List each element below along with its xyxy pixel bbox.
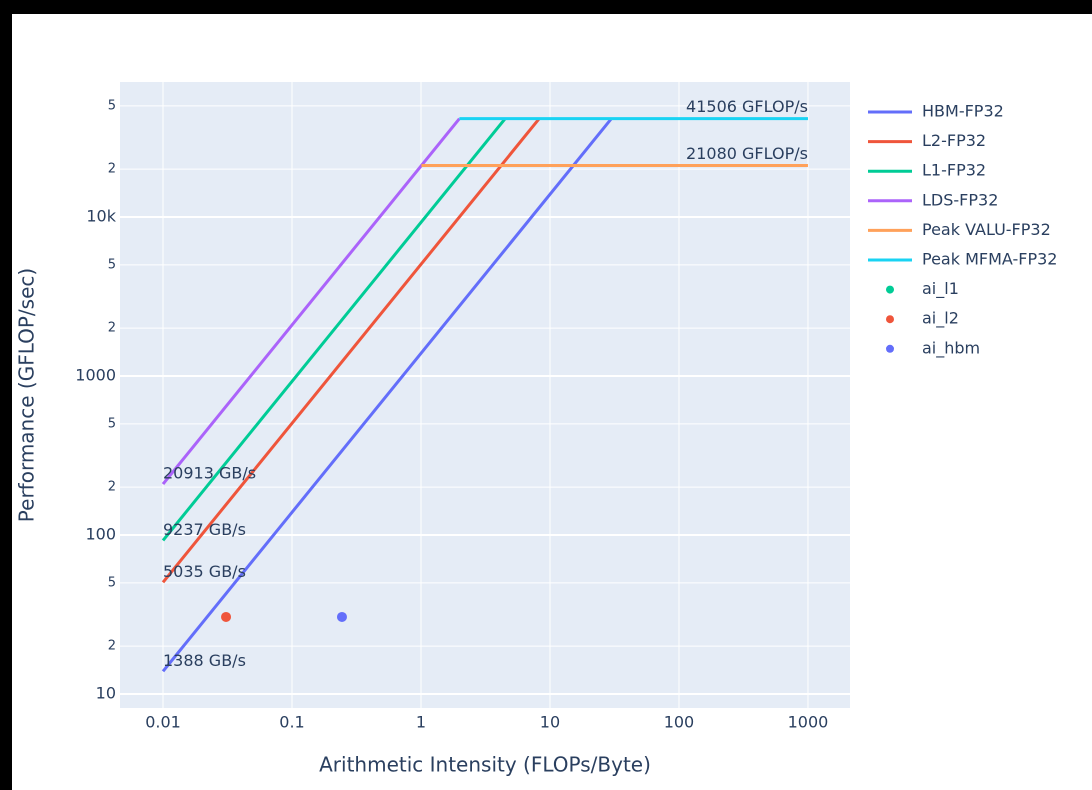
- line-annotation: 5035 GB/s: [163, 562, 246, 581]
- legend-label: LDS-FP32: [922, 190, 998, 209]
- roofline: [161, 117, 507, 542]
- x-tick-label: 1: [416, 713, 426, 732]
- plot: 1388 GB/s 5035 GB/s 9237 GB/s 20913 GB/s 210…: [161, 97, 808, 673]
- line-annotation: 41506 GFLOP/s: [686, 97, 808, 116]
- roofline: [161, 117, 613, 673]
- y-tick-label: 10k: [86, 206, 116, 225]
- data-point: [336, 611, 347, 622]
- line-annotation: 20913 GB/s: [163, 464, 256, 483]
- x-tick-label: 100: [664, 713, 695, 732]
- legend-label: ai_hbm: [922, 338, 980, 358]
- y-tick-label: 5: [108, 416, 116, 431]
- legend-marker: [886, 285, 894, 294]
- y-tick-label: 5: [108, 98, 116, 113]
- y-tick-label: 2: [108, 321, 116, 336]
- legend-label: L1-FP32: [922, 161, 986, 180]
- y-axis-title: Performance (GFLOP/sec): [15, 268, 39, 522]
- y-tick-label: 5: [108, 575, 116, 590]
- legend-label: Peak MFMA-FP32: [922, 250, 1057, 269]
- data-point: [221, 611, 232, 622]
- x-tick-label: 10: [540, 713, 560, 732]
- roofline: [161, 117, 461, 485]
- x-tick-label: 0.01: [145, 713, 181, 732]
- line-annotation: 9237 GB/s: [163, 520, 246, 539]
- legend-marker: [886, 315, 894, 324]
- x-tick-label: 0.1: [279, 713, 304, 732]
- legend-label: HBM-FP32: [922, 102, 1004, 121]
- y-tick-label: 1000: [75, 365, 116, 384]
- y-tick-label: 2: [108, 162, 116, 177]
- line-annotation: 1388 GB/s: [163, 651, 246, 670]
- left-band: [0, 0, 12, 790]
- legend-marker: [886, 344, 894, 353]
- legend-label: ai_l1: [922, 279, 959, 299]
- y-tick-label: 5: [108, 257, 116, 272]
- top-band: [0, 0, 1092, 14]
- grid: [120, 82, 850, 708]
- y-tick-label: 2: [108, 480, 116, 495]
- line-annotation: 21080 GFLOP/s: [686, 144, 808, 163]
- legend-label: Peak VALU-FP32: [922, 220, 1051, 239]
- legend-label: L2-FP32: [922, 131, 986, 150]
- legend-label: ai_l2: [922, 309, 959, 329]
- roofline: [161, 117, 541, 584]
- x-tick-label: 1000: [788, 713, 829, 732]
- y-tick-label: 2: [108, 639, 116, 654]
- y-tick-label: 10: [96, 683, 116, 702]
- y-tick-label: 100: [85, 524, 116, 543]
- x-axis-title: Arithmetic Intensity (FLOPs/Byte): [319, 753, 651, 777]
